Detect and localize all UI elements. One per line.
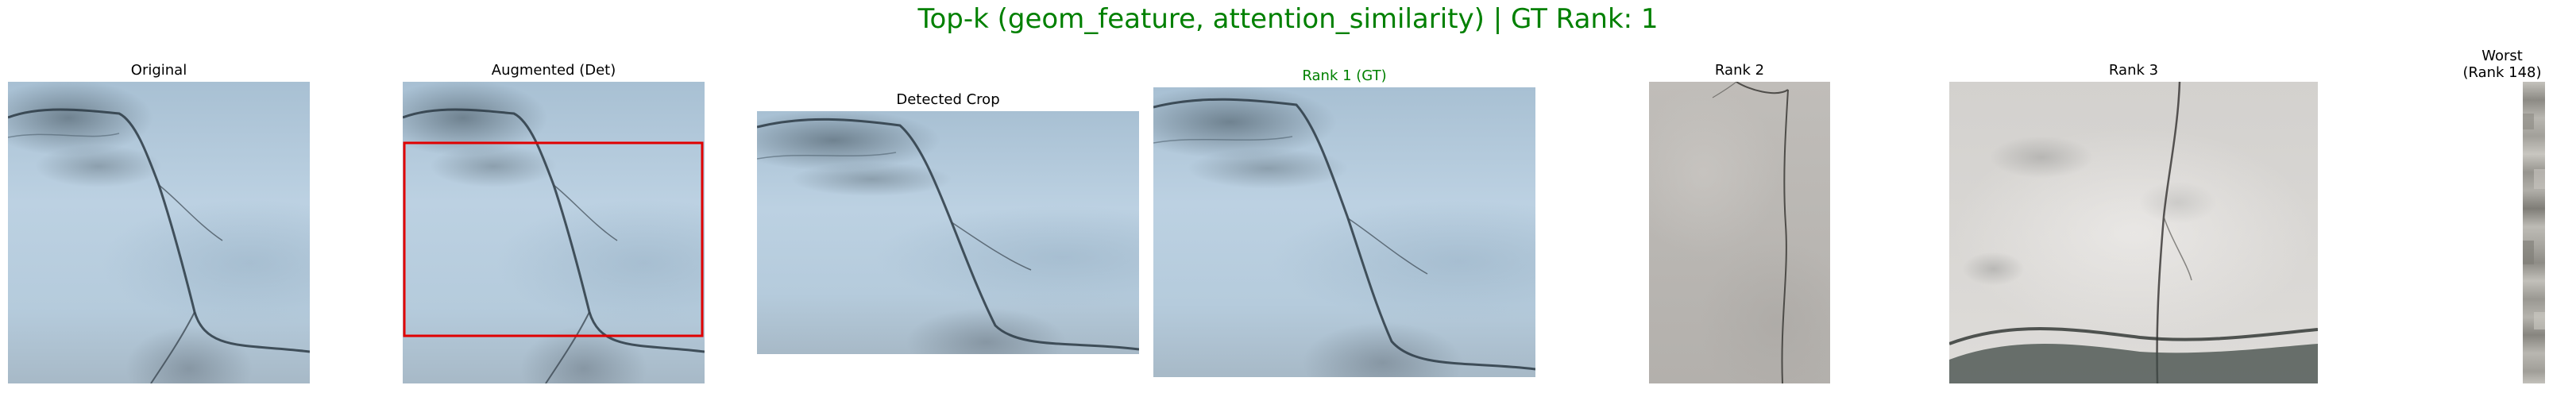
panel-title-rank3: Rank 3 xyxy=(2108,62,2159,79)
panel-title-worst-line2: (Rank 148) xyxy=(2462,64,2542,81)
panel-title-worst: Worst (Rank 148) xyxy=(2423,48,2576,81)
detected-crop-image xyxy=(757,111,1139,354)
rank1-image xyxy=(1153,87,1535,377)
crack-overlay xyxy=(8,108,310,383)
rank2-image xyxy=(1649,82,1830,383)
panel-title-detected: Detected Crop xyxy=(896,91,1000,108)
crack-overlay xyxy=(403,108,705,383)
crack-overlay xyxy=(757,118,1139,351)
figure-title: Top-k (geom_feature, attention_similarit… xyxy=(917,3,1659,35)
worst-image xyxy=(2523,82,2545,383)
rank3-image xyxy=(1949,82,2318,383)
crack-overlay xyxy=(1153,98,1535,371)
panel-title-rank1: Rank 1 (GT) xyxy=(1302,67,1387,84)
panel-title-rank2: Rank 2 xyxy=(1714,62,1765,79)
augmented-image xyxy=(403,82,705,383)
crack-overlay xyxy=(1712,82,1789,383)
detection-box xyxy=(403,141,704,337)
crack-overlay xyxy=(1949,82,2318,383)
original-image xyxy=(8,82,310,383)
panel-title-augmented: Augmented (Det) xyxy=(491,62,616,79)
panel-title-worst-line1: Worst xyxy=(2481,48,2523,64)
pixel-blocks xyxy=(2523,114,2545,329)
panel-title-original: Original xyxy=(130,62,187,79)
